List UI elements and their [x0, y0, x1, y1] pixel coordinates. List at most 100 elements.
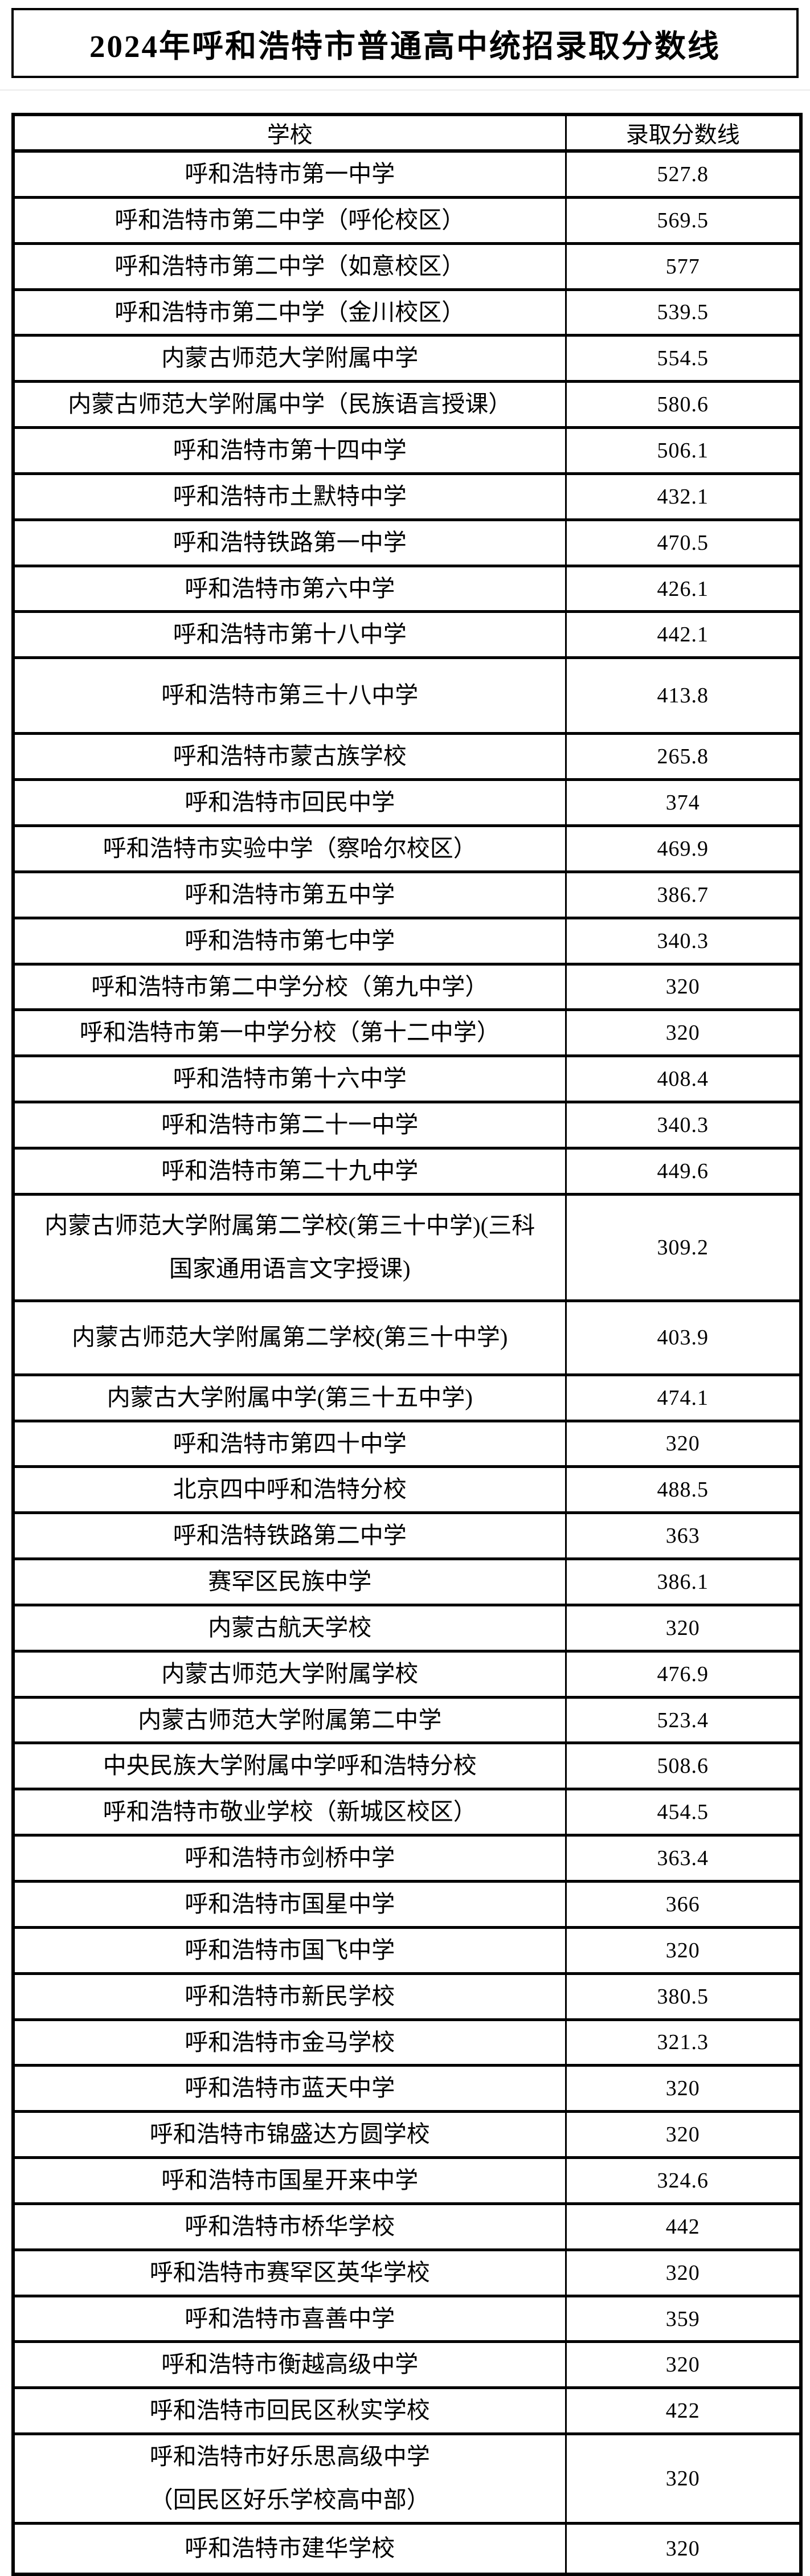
- school-name: 呼和浩特市建华学校: [12, 2521, 567, 2576]
- school-name: 内蒙古师范大学附属第二学校(第三十中学)(三科 国家通用语言文字授课): [12, 1192, 567, 1302]
- school-name: 呼和浩特市敬业学校（新城区校区）: [12, 1788, 567, 1837]
- score-table: 学校 录取分数线 呼和浩特市第一中学 527.8 呼和浩特市第二中学（呼伦校区）…: [11, 113, 803, 2576]
- school-name: 呼和浩特市第十八中学: [12, 610, 567, 660]
- score-value: 320: [564, 1419, 802, 1469]
- school-name: 呼和浩特市第二十一中学: [12, 1101, 567, 1150]
- table-row: 内蒙古师范大学附属第二学校(第三十中学) 403.9: [12, 1299, 802, 1376]
- table-row: 呼和浩特市实验中学（察哈尔校区） 469.9: [12, 824, 802, 873]
- table-row: 呼和浩特市第二中学（金川校区） 539.5: [12, 288, 802, 337]
- score-value: 265.8: [564, 732, 802, 782]
- table-row: 呼和浩特市第一中学 527.8: [12, 149, 802, 199]
- table-row: 呼和浩特市回民中学 374: [12, 778, 802, 827]
- school-name: 呼和浩特市剑桥中学: [12, 1834, 567, 1883]
- school-name: 呼和浩特市第二中学（金川校区）: [12, 288, 567, 337]
- table-row: 呼和浩特市好乐思高级中学 （回民区好乐学校高中部） 320: [12, 2432, 802, 2525]
- score-value: 527.8: [564, 149, 802, 199]
- score-value: 449.6: [564, 1146, 802, 1196]
- table-row: 内蒙古师范大学附属中学 554.5: [12, 334, 802, 383]
- table-row: 北京四中呼和浩特分校 488.5: [12, 1465, 802, 1515]
- school-name: 呼和浩特市金马学校: [12, 2018, 567, 2067]
- score-value: 426.1: [564, 564, 802, 614]
- score-value: 569.5: [564, 195, 802, 245]
- table-row: 呼和浩特市第十六中学 408.4: [12, 1054, 802, 1104]
- scan-artifact-line: [0, 89, 810, 91]
- table-row: 呼和浩特市土默特中学 432.1: [12, 472, 802, 521]
- school-name: 呼和浩特市赛罕区英华学校: [12, 2248, 567, 2297]
- score-value: 320: [564, 962, 802, 1012]
- table-row: 呼和浩特市衡越高级中学 320: [12, 2340, 802, 2390]
- school-name: 呼和浩特市第十六中学: [12, 1054, 567, 1104]
- school-name: 呼和浩特市国飞中学: [12, 1925, 567, 1975]
- table-row: 呼和浩特市新民学校 380.5: [12, 1972, 802, 2021]
- school-name: 呼和浩特市第十四中学: [12, 426, 567, 475]
- school-name: 呼和浩特市蒙古族学校: [12, 732, 567, 782]
- table-row: 内蒙古大学附属中学(第三十五中学) 474.1: [12, 1373, 802, 1422]
- table-row: 内蒙古师范大学附属第二中学 523.4: [12, 1695, 802, 1745]
- school-name: 呼和浩特市喜善中学: [12, 2294, 567, 2344]
- score-value: 386.1: [564, 1557, 802, 1606]
- school-name: 呼和浩特市第二十九中学: [12, 1146, 567, 1196]
- table-row: 内蒙古师范大学附属中学（民族语言授课） 580.6: [12, 380, 802, 430]
- score-value: 476.9: [564, 1649, 802, 1699]
- score-value: 508.6: [564, 1741, 802, 1791]
- score-value: 386.7: [564, 870, 802, 919]
- table-row: 呼和浩特市第一中学分校（第十二中学） 320: [12, 1008, 802, 1058]
- table-row: 呼和浩特市第十八中学 442.1: [12, 610, 802, 660]
- score-table-body: 呼和浩特市第一中学 527.8 呼和浩特市第二中学（呼伦校区） 569.5 呼和…: [12, 149, 802, 2576]
- score-value: 469.9: [564, 824, 802, 873]
- header-score-line: 录取分数线: [564, 113, 802, 153]
- table-row: 呼和浩特市回民区秋实学校 422: [12, 2386, 802, 2436]
- score-value: 380.5: [564, 1972, 802, 2021]
- score-value: 408.4: [564, 1054, 802, 1104]
- school-name: 内蒙古师范大学附属学校: [12, 1649, 567, 1699]
- score-value: 413.8: [564, 656, 802, 735]
- school-name: 呼和浩特市新民学校: [12, 1972, 567, 2021]
- score-value: 539.5: [564, 288, 802, 337]
- table-row: 呼和浩特市蒙古族学校 265.8: [12, 732, 802, 782]
- school-name: 呼和浩特市第四十中学: [12, 1419, 567, 1469]
- score-value: 320: [564, 1603, 802, 1653]
- table-row: 呼和浩特市桥华学校 442: [12, 2202, 802, 2251]
- table-row: 呼和浩特市建华学校 320: [12, 2521, 802, 2576]
- table-row: 呼和浩特市第二中学（如意校区） 577: [12, 242, 802, 291]
- table-row: 呼和浩特市金马学校 321.3: [12, 2018, 802, 2067]
- score-value: 442.1: [564, 610, 802, 660]
- score-value: 363.4: [564, 1834, 802, 1883]
- table-row: 呼和浩特市第二十九中学 449.6: [12, 1146, 802, 1196]
- score-value: 340.3: [564, 916, 802, 966]
- table-row: 呼和浩特市喜善中学 359: [12, 2294, 802, 2344]
- table-row: 呼和浩特市赛罕区英华学校 320: [12, 2248, 802, 2297]
- table-row: 呼和浩特铁路第一中学 470.5: [12, 518, 802, 567]
- school-name: 北京四中呼和浩特分校: [12, 1465, 567, 1515]
- school-name: 内蒙古师范大学附属第二中学: [12, 1695, 567, 1745]
- school-name: 呼和浩特市第二中学分校（第九中学）: [12, 962, 567, 1012]
- table-row: 呼和浩特市第六中学 426.1: [12, 564, 802, 614]
- score-value: 523.4: [564, 1695, 802, 1745]
- page-title: 2024年呼和浩特市普通高中统招录取分数线: [89, 28, 721, 64]
- score-value: 374: [564, 778, 802, 827]
- score-value: 320: [564, 2340, 802, 2390]
- table-row: 呼和浩特市国飞中学 320: [12, 1925, 802, 1975]
- school-name: 呼和浩特市土默特中学: [12, 472, 567, 521]
- table-row: 呼和浩特市国星中学 366: [12, 1880, 802, 1929]
- score-value: 454.5: [564, 1788, 802, 1837]
- score-value: 488.5: [564, 1465, 802, 1515]
- score-value: 470.5: [564, 518, 802, 567]
- score-value: 580.6: [564, 380, 802, 430]
- score-value: 309.2: [564, 1192, 802, 1302]
- score-value: 432.1: [564, 472, 802, 521]
- score-value: 403.9: [564, 1299, 802, 1376]
- score-value: 320: [564, 2248, 802, 2297]
- table-row: 呼和浩特市第七中学 340.3: [12, 916, 802, 966]
- school-name: 呼和浩特市蓝天中学: [12, 2064, 567, 2113]
- school-name: 内蒙古师范大学附属中学（民族语言授课）: [12, 380, 567, 430]
- table-row: 呼和浩特市第二中学（呼伦校区） 569.5: [12, 195, 802, 245]
- school-name: 赛罕区民族中学: [12, 1557, 567, 1606]
- school-name: 呼和浩特市第七中学: [12, 916, 567, 966]
- school-name: 呼和浩特市第五中学: [12, 870, 567, 919]
- school-name: 呼和浩特市锦盛达方圆学校: [12, 2110, 567, 2160]
- score-value: 320: [564, 2110, 802, 2160]
- school-name: 呼和浩特市第三十八中学: [12, 656, 567, 735]
- table-row: 呼和浩特市第二十一中学 340.3: [12, 1101, 802, 1150]
- table-row: 呼和浩特市第二中学分校（第九中学） 320: [12, 962, 802, 1012]
